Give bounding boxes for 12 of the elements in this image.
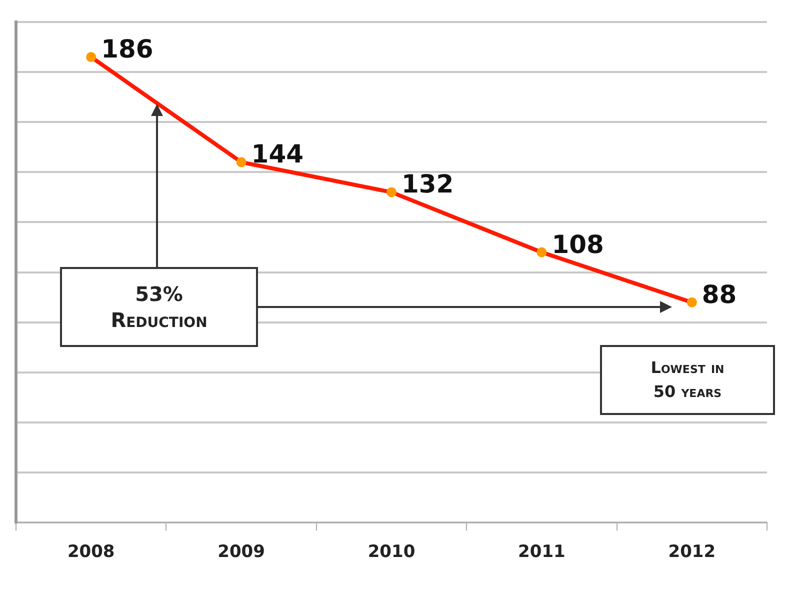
text-box: Lowest in 50 years — [600, 345, 775, 415]
text-box: 53% Reduction — [60, 267, 258, 347]
data-label: 108 — [552, 230, 604, 259]
data-label: 132 — [402, 170, 454, 199]
x-tick-label: 2011 — [518, 542, 566, 562]
data-label: 186 — [101, 34, 154, 64]
x-tick-label: 2012 — [668, 542, 716, 562]
x-tick-label: 2008 — [67, 542, 115, 562]
x-tick-label: 2010 — [368, 542, 416, 562]
data-label: 88 — [702, 280, 737, 309]
data-label: 144 — [251, 140, 304, 169]
x-tick-label: 2009 — [218, 542, 265, 562]
